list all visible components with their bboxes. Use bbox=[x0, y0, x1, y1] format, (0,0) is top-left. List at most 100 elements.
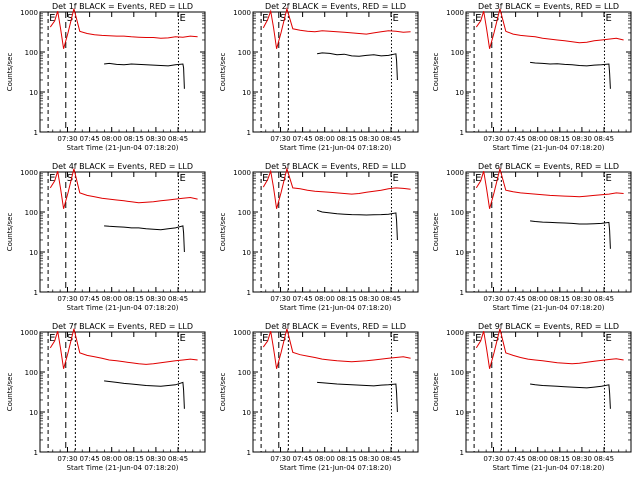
x-tick-label: 08:00 bbox=[315, 455, 335, 463]
y-tick-label: 10 bbox=[242, 249, 251, 257]
y-tick-label: 100 bbox=[25, 49, 38, 57]
x-tick-label: 08:45 bbox=[594, 455, 614, 463]
y-tick-label: 1 bbox=[34, 449, 38, 457]
x-tick-label: 08:45 bbox=[381, 295, 401, 303]
y-tick-label: 1000 bbox=[233, 9, 251, 17]
chart-svg: Det 8f BLACK = Events, RED = LLD 1 10 100 10… bbox=[219, 322, 419, 472]
x-tick-label: 08:30 bbox=[146, 455, 166, 463]
y-tick-label: 1 bbox=[460, 129, 464, 137]
x-tick-label: 07:45 bbox=[80, 455, 100, 463]
lld-series-line bbox=[49, 8, 198, 49]
events-series-line bbox=[104, 380, 185, 409]
marker-label: E bbox=[179, 13, 185, 24]
lld-series-line bbox=[262, 6, 411, 49]
chart-title: Det 3f BLACK = Events, RED = LLD bbox=[478, 2, 619, 11]
y-axis-label: Counts/sec bbox=[432, 53, 440, 92]
x-tick-label: 08:15 bbox=[550, 295, 570, 303]
x-tick-label: 08:30 bbox=[572, 295, 592, 303]
x-tick-label: 08:15 bbox=[124, 135, 144, 143]
y-tick-label: 100 bbox=[451, 49, 464, 57]
marker-label: E bbox=[605, 13, 611, 24]
y-tick-label: 1000 bbox=[446, 329, 464, 337]
chart-panel-7: Det 7f BLACK = Events, RED = LLD 1 10 100 10… bbox=[0, 320, 213, 480]
marker-label: E bbox=[605, 173, 611, 184]
x-tick-label: 08:00 bbox=[315, 295, 335, 303]
x-tick-label: 08:15 bbox=[124, 295, 144, 303]
x-axis-label: Start Time (21-Jun-04 07:18:20) bbox=[67, 144, 179, 152]
x-tick-label: 07:30 bbox=[57, 135, 77, 143]
marker-label: S bbox=[493, 173, 499, 184]
x-tick-label: 08:30 bbox=[359, 295, 379, 303]
events-series-line bbox=[104, 225, 185, 253]
chart-svg: Det 9f BLACK = Events, RED = LLD 1 10 100 10… bbox=[432, 322, 632, 472]
y-tick-label: 1000 bbox=[233, 329, 251, 337]
y-tick-label: 100 bbox=[238, 49, 251, 57]
marker-label: S bbox=[280, 173, 286, 184]
chart-svg: Det 2f BLACK = Events, RED = LLD 1 10 100 10… bbox=[219, 2, 419, 152]
y-axis-label: Counts/sec bbox=[432, 213, 440, 252]
marker-label: S bbox=[67, 13, 73, 24]
chart-svg: Det 3f BLACK = Events, RED = LLD 1 10 100 10… bbox=[432, 2, 632, 152]
y-tick-label: 1000 bbox=[446, 9, 464, 17]
x-tick-label: 07:45 bbox=[506, 135, 526, 143]
chart-title: Det 7f BLACK = Events, RED = LLD bbox=[52, 322, 193, 331]
y-tick-label: 10 bbox=[455, 249, 464, 257]
y-tick-label: 1000 bbox=[233, 169, 251, 177]
x-axis-label: Start Time (21-Jun-04 07:18:20) bbox=[67, 304, 179, 312]
x-tick-label: 08:45 bbox=[168, 295, 188, 303]
x-tick-label: 07:45 bbox=[80, 295, 100, 303]
x-tick-label: 08:45 bbox=[381, 455, 401, 463]
chart-panel-4: Det 4f BLACK = Events, RED = LLD 1 10 100 10… bbox=[0, 160, 213, 320]
x-tick-label: 08:30 bbox=[572, 135, 592, 143]
plot-frame bbox=[39, 171, 206, 293]
chart-panel-3: Det 3f BLACK = Events, RED = LLD 1 10 100 10… bbox=[426, 0, 639, 160]
y-axis-label: Counts/sec bbox=[6, 53, 14, 92]
plot-frame bbox=[252, 171, 419, 293]
x-tick-label: 08:30 bbox=[359, 135, 379, 143]
chart-panel-5: Det 5f BLACK = Events, RED = LLD 1 10 100 10… bbox=[213, 160, 426, 320]
chart-title: Det 9f BLACK = Events, RED = LLD bbox=[478, 322, 619, 331]
x-tick-label: 07:45 bbox=[506, 295, 526, 303]
y-tick-label: 1000 bbox=[446, 169, 464, 177]
y-tick-label: 1 bbox=[34, 289, 38, 297]
x-tick-label: 08:30 bbox=[572, 455, 592, 463]
events-series-line bbox=[317, 381, 398, 413]
x-tick-label: 08:30 bbox=[359, 455, 379, 463]
y-tick-label: 100 bbox=[451, 369, 464, 377]
x-tick-label: 08:15 bbox=[337, 455, 357, 463]
y-axis-label: Counts/sec bbox=[219, 373, 227, 412]
y-tick-label: 10 bbox=[29, 89, 38, 97]
x-tick-label: 08:15 bbox=[124, 455, 144, 463]
lld-series-line bbox=[475, 328, 624, 369]
marker-label: S bbox=[493, 333, 499, 344]
x-tick-label: 07:30 bbox=[270, 135, 290, 143]
lld-series-line bbox=[475, 166, 624, 209]
events-series-line bbox=[530, 383, 611, 409]
y-tick-label: 1000 bbox=[20, 329, 38, 337]
chart-title: Det 8f BLACK = Events, RED = LLD bbox=[265, 322, 406, 331]
marker-label: E bbox=[179, 333, 185, 344]
y-tick-label: 1 bbox=[247, 129, 251, 137]
marker-label: S bbox=[280, 333, 286, 344]
y-tick-label: 1 bbox=[247, 449, 251, 457]
marker-label: E bbox=[49, 173, 55, 184]
chart-svg: Det 6f BLACK = Events, RED = LLD 1 10 100 10… bbox=[432, 162, 632, 312]
x-tick-label: 08:00 bbox=[315, 135, 335, 143]
chart-panel-2: Det 2f BLACK = Events, RED = LLD 1 10 100 10… bbox=[213, 0, 426, 160]
y-tick-label: 100 bbox=[25, 209, 38, 217]
y-tick-label: 10 bbox=[29, 409, 38, 417]
y-tick-label: 1000 bbox=[20, 169, 38, 177]
lld-series-line bbox=[49, 168, 198, 209]
marker-label: E bbox=[475, 13, 481, 24]
y-tick-label: 10 bbox=[242, 409, 251, 417]
marker-label: E bbox=[179, 173, 185, 184]
x-tick-label: 08:45 bbox=[168, 455, 188, 463]
marker-label: E bbox=[605, 333, 611, 344]
y-tick-label: 1 bbox=[34, 129, 38, 137]
x-tick-label: 07:30 bbox=[57, 295, 77, 303]
y-tick-label: 100 bbox=[25, 369, 38, 377]
x-axis-label: Start Time (21-Jun-04 07:18:20) bbox=[493, 304, 605, 312]
events-series-line bbox=[317, 52, 398, 81]
y-tick-label: 10 bbox=[242, 89, 251, 97]
